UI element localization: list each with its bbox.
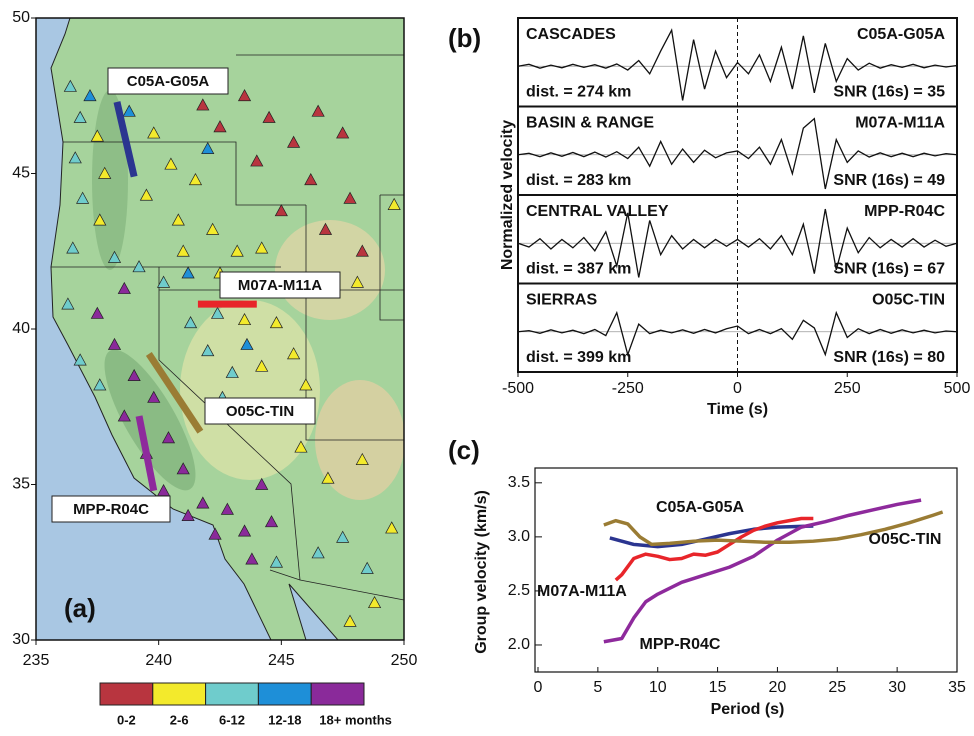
legend-label: 2-6 — [170, 712, 189, 727]
y-tick-label: 3.5 — [508, 474, 530, 491]
y-axis-label: Normalized velocity — [499, 120, 516, 270]
series-label: MPP-R04C — [640, 636, 721, 653]
y-tick-label: 45 — [12, 165, 30, 182]
distance-label: dist. = 399 km — [526, 349, 631, 366]
legend-label: 18+ months — [319, 712, 392, 727]
legend-swatch — [153, 683, 206, 705]
x-tick-label: 20 — [769, 679, 787, 696]
path-label: O05C-TIN — [226, 403, 294, 420]
x-tick-label: -250 — [612, 380, 644, 397]
figure: C05A-G05A M07A-M11A O05C-TIN MPP-R04C 30 35 40… — [0, 0, 974, 736]
relief — [180, 300, 320, 480]
x-tick-label: 235 — [23, 652, 50, 669]
pair-label: O05C-TIN — [872, 292, 945, 309]
y-tick-label: 50 — [12, 9, 30, 26]
legend-swatch — [311, 683, 364, 705]
x-tick-label: 250 — [834, 380, 861, 397]
x-axis-label: Period (s) — [711, 701, 785, 718]
legend-swatch — [206, 683, 259, 705]
y-tick-label: 30 — [12, 631, 30, 648]
y-tick-label: 3.0 — [508, 528, 530, 545]
panel-label: (b) — [448, 23, 481, 53]
page: {"chart_data": [ {"type": "map", "panel_… — [0, 0, 974, 736]
distance-label: dist. = 387 km — [526, 261, 631, 278]
y-tick-label: 40 — [12, 320, 30, 337]
series-label: M07A-M11A — [537, 583, 627, 600]
panel-label: (c) — [448, 435, 480, 465]
path-label: M07A-M11A — [238, 277, 322, 294]
x-tick-label: 0 — [733, 380, 742, 397]
snr-label: SNR (16s) = 67 — [833, 261, 945, 278]
series-label: O05C-TIN — [869, 531, 942, 548]
legend-label: 12-18 — [268, 712, 301, 727]
x-tick-label: 0 — [534, 679, 543, 696]
x-tick-label: 15 — [709, 679, 727, 696]
region-label: CASCADES — [526, 26, 616, 43]
y-tick-label: 35 — [12, 476, 30, 493]
y-axis-label: Group velocity (km/s) — [473, 490, 490, 654]
x-tick-label: 25 — [828, 679, 846, 696]
region-label: BASIN & RANGE — [526, 115, 654, 132]
legend-swatch — [258, 683, 311, 705]
region-label: CENTRAL VALLEY — [526, 203, 669, 220]
x-tick-label: -500 — [502, 380, 534, 397]
x-tick-label: 250 — [391, 652, 418, 669]
legend-label: 6-12 — [219, 712, 245, 727]
x-tick-label: 5 — [593, 679, 602, 696]
path-label: MPP-R04C — [73, 501, 149, 518]
x-tick-label: 240 — [145, 652, 172, 669]
panel-frame — [535, 468, 957, 672]
snr-label: SNR (16s) = 80 — [833, 349, 945, 366]
series-label: C05A-G05A — [656, 499, 744, 516]
legend-swatch — [100, 683, 153, 705]
pair-label: C05A-G05A — [857, 26, 945, 43]
pair-label: M07A-M11A — [855, 115, 945, 132]
x-tick-label: 30 — [888, 679, 906, 696]
snr-label: SNR (16s) = 35 — [833, 84, 945, 101]
distance-label: dist. = 283 km — [526, 172, 631, 189]
relief — [275, 220, 385, 320]
x-tick-label: 10 — [649, 679, 667, 696]
x-axis-label: Time (s) — [707, 401, 768, 418]
legend-label: 0-2 — [117, 712, 136, 727]
panel-label: (a) — [64, 593, 96, 623]
y-tick-label: 2.5 — [508, 582, 530, 599]
path-label: C05A-G05A — [127, 73, 210, 90]
distance-label: dist. = 274 km — [526, 84, 631, 101]
snr-label: SNR (16s) = 49 — [833, 172, 945, 189]
y-tick-label: 2.0 — [508, 636, 530, 653]
region-label: SIERRAS — [526, 292, 597, 309]
dispersion-curve — [604, 500, 921, 642]
x-tick-label: 35 — [948, 679, 966, 696]
x-tick-label: 500 — [944, 380, 971, 397]
map-background — [36, 18, 405, 640]
pair-label: MPP-R04C — [864, 203, 945, 220]
x-tick-label: 245 — [268, 652, 295, 669]
